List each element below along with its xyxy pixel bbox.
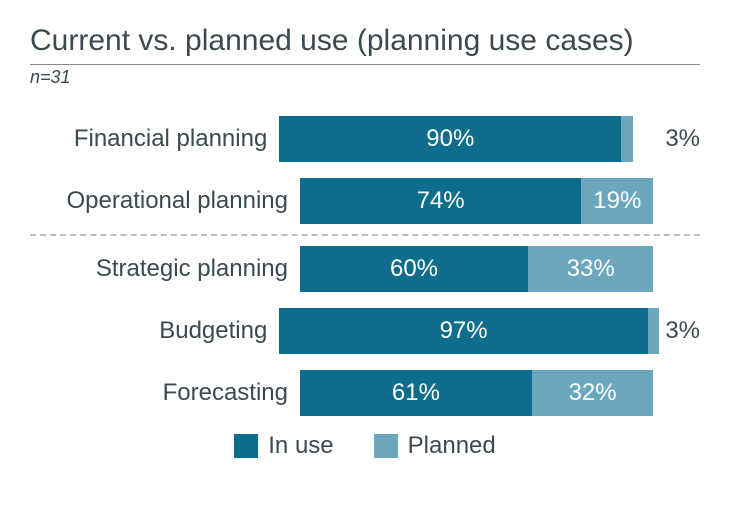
bar-track: 60% 33%	[300, 246, 680, 292]
chart-legend: In use Planned	[30, 432, 700, 460]
bar-segment-planned: 32%	[532, 370, 654, 416]
chart-rows: Financial planning 90% 3% Operational plann…	[30, 116, 700, 416]
chart-row: Forecasting 61% 32%	[30, 370, 700, 416]
legend-label: In use	[268, 432, 333, 460]
bar-segment-in-use: 74%	[300, 178, 581, 224]
legend-swatch	[234, 434, 258, 458]
chart-subtitle: n=31	[30, 67, 700, 88]
row-label: Forecasting	[30, 379, 300, 407]
bar-value-in-use: 74%	[417, 187, 465, 215]
bar-value-in-use: 60%	[390, 255, 438, 283]
bar-value-planned: 33%	[567, 255, 615, 283]
bar-segment-planned: 19%	[581, 178, 653, 224]
chart-title: Current vs. planned use (planning use ca…	[30, 24, 700, 60]
bar-segment-in-use: 90%	[279, 116, 621, 162]
bar-track: 61% 32%	[300, 370, 680, 416]
bar-value-planned: 19%	[593, 187, 641, 215]
group-divider	[30, 234, 700, 236]
row-label: Financial planning	[30, 125, 279, 153]
bar-value-planned: 3%	[659, 317, 700, 345]
bar-segment-in-use: 60%	[300, 246, 528, 292]
bar-value-in-use: 61%	[392, 379, 440, 407]
legend-swatch	[374, 434, 398, 458]
bar-segment-planned: 33%	[528, 246, 653, 292]
title-rule	[30, 64, 700, 65]
bar-segment-in-use: 97%	[279, 308, 648, 354]
row-label: Strategic planning	[30, 255, 300, 283]
legend-item: In use	[234, 432, 333, 460]
bar-segment-planned	[621, 116, 632, 162]
planning-use-chart: Current vs. planned use (planning use ca…	[0, 0, 730, 511]
bar-value-in-use: 97%	[440, 317, 488, 345]
legend-label: Planned	[408, 432, 496, 460]
bar-value-in-use: 90%	[426, 125, 474, 153]
bar-track: 74% 19%	[300, 178, 680, 224]
row-label: Operational planning	[30, 187, 300, 215]
bar-track: 90%	[279, 116, 659, 162]
bar-track: 97%	[279, 308, 659, 354]
bar-segment-in-use: 61%	[300, 370, 532, 416]
chart-row: Budgeting 97% 3%	[30, 308, 700, 354]
chart-row: Strategic planning 60% 33%	[30, 246, 700, 292]
chart-row: Financial planning 90% 3%	[30, 116, 700, 162]
legend-item: Planned	[374, 432, 496, 460]
bar-value-planned: 32%	[569, 379, 617, 407]
chart-row: Operational planning 74% 19%	[30, 178, 700, 224]
row-label: Budgeting	[30, 317, 279, 345]
bar-segment-planned	[648, 308, 659, 354]
bar-value-planned: 3%	[659, 125, 700, 153]
